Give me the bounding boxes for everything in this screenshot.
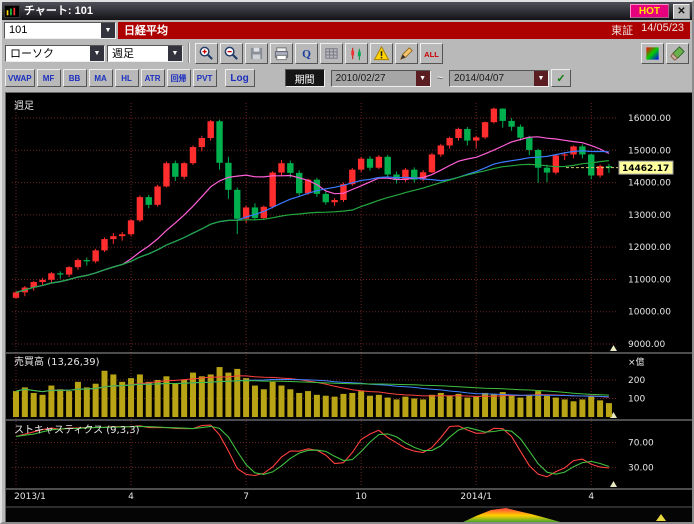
timeframe-select[interactable]: 週足 ▼ <box>107 44 183 62</box>
main-toolbar: ローソク ▼ 週足 ▼ Q ALL <box>2 40 692 66</box>
svg-text:売買高 (13,26,39): 売買高 (13,26,39) <box>14 355 100 368</box>
svg-text:週足: 週足 <box>14 100 34 112</box>
date-from-value: 2010/02/27 <box>335 72 386 84</box>
svg-text:4: 4 <box>588 492 594 502</box>
svg-text:9000.00: 9000.00 <box>628 340 665 350</box>
all-icon[interactable]: ALL <box>420 42 443 64</box>
svg-text:14462.17: 14462.17 <box>622 164 669 174</box>
grid-icon[interactable] <box>320 42 343 64</box>
svg-text:15000.00: 15000.00 <box>628 146 671 156</box>
symbol-name-bar: 日経平均 東証 14/05/23 <box>118 21 690 39</box>
date-range-tilde: ~ <box>436 72 443 84</box>
toolbar-separator <box>188 43 190 63</box>
chart-type-value: ローソク <box>10 48 54 60</box>
svg-text:70.00: 70.00 <box>628 439 654 449</box>
symbol-name: 日経平均 <box>124 25 168 37</box>
svg-text:14000.00: 14000.00 <box>628 179 671 189</box>
svg-text:Q: Q <box>302 48 311 60</box>
svg-text:11000.00: 11000.00 <box>628 275 671 285</box>
toolbar-icons: Q ALL <box>195 42 443 64</box>
chart-type-select[interactable]: ローソク ▼ <box>5 44 105 62</box>
svg-text:7: 7 <box>243 492 249 502</box>
toolbar-right-icons <box>641 42 689 64</box>
app-icon <box>4 4 20 18</box>
chevron-down-icon[interactable]: ▼ <box>90 45 104 61</box>
svg-text:16000.00: 16000.00 <box>628 114 671 124</box>
chart-canvas[interactable]: 16000.00 15000.00 14000.00 13000.00 12000.00… <box>5 92 692 522</box>
indicator-button-atr[interactable]: ATR <box>140 69 165 87</box>
palette-icon[interactable] <box>641 42 664 64</box>
alert-icon[interactable] <box>370 42 393 64</box>
svg-text:2013/1: 2013/1 <box>14 492 46 502</box>
quote-icon[interactable]: Q <box>295 42 318 64</box>
indicator-button-pvt[interactable]: PVT <box>192 69 217 87</box>
brush-icon[interactable] <box>666 42 689 64</box>
zoom-out-icon[interactable] <box>220 42 243 64</box>
volume-pane <box>13 367 612 417</box>
indicator-button-回帰[interactable]: 回帰 <box>166 69 191 87</box>
chevron-down-icon[interactable]: ▼ <box>534 70 548 86</box>
hot-button[interactable]: HOT <box>629 4 669 18</box>
indicator-button-bb[interactable]: BB <box>62 69 87 87</box>
svg-text:ストキャスティクス (9,3,3): ストキャスティクス (9,3,3) <box>14 424 140 436</box>
zoom-in-icon[interactable] <box>195 42 218 64</box>
draw-icon[interactable] <box>395 42 418 64</box>
quote-date: 14/05/23 <box>641 22 684 34</box>
candles-icon[interactable] <box>345 42 368 64</box>
svg-text:10: 10 <box>355 492 367 502</box>
date-from-select[interactable]: 2010/02/27 ▼ <box>330 69 431 87</box>
indicator-button-ma[interactable]: MA <box>88 69 113 87</box>
indicator-toolbar: VWAP MF BB MA HL ATR 回帰 PVT Log 期間 2010/02/27 ▼… <box>2 66 692 90</box>
indicator-button-mf[interactable]: MF <box>36 69 61 87</box>
svg-text:30.00: 30.00 <box>628 463 654 473</box>
print-icon[interactable] <box>270 42 293 64</box>
chevron-down-icon[interactable]: ▼ <box>101 22 115 38</box>
date-to-value: 2014/04/07 <box>454 72 505 84</box>
svg-text:13000.00: 13000.00 <box>628 211 671 221</box>
window-title: チャート: 101 <box>24 4 93 17</box>
svg-text:×億: ×億 <box>628 356 645 368</box>
timeframe-value: 週足 <box>112 48 134 60</box>
indicator-button-vwap[interactable]: VWAP <box>5 69 35 87</box>
symbol-code: 101 <box>9 24 28 36</box>
svg-text:10000.00: 10000.00 <box>628 308 671 318</box>
save-icon[interactable] <box>245 42 268 64</box>
svg-text:100: 100 <box>628 395 645 405</box>
date-to-select[interactable]: 2014/04/07 ▼ <box>449 69 549 87</box>
indicator-buttons: VWAP MF BB MA HL ATR 回帰 PVT <box>5 69 217 87</box>
svg-text:ALL: ALL <box>424 49 439 58</box>
stochastics-pane <box>15 424 610 478</box>
svg-text:2014/1: 2014/1 <box>460 492 492 502</box>
svg-text:12000.00: 12000.00 <box>628 243 671 253</box>
log-scale-button[interactable]: Log <box>224 69 255 87</box>
chevron-down-icon[interactable]: ▼ <box>168 45 182 61</box>
title-bar: チャート: 101 HOT ✕ <box>2 2 692 20</box>
svg-text:4: 4 <box>128 492 134 502</box>
svg-text:200: 200 <box>628 376 645 386</box>
close-button[interactable]: ✕ <box>673 3 690 19</box>
symbol-row: 101 ▼ 日経平均 東証 14/05/23 <box>2 20 692 40</box>
apply-period-button[interactable]: ✓ <box>551 69 571 87</box>
exchange-label: 東証 <box>611 25 634 37</box>
indicator-button-hl[interactable]: HL <box>114 69 139 87</box>
chevron-down-icon[interactable]: ▼ <box>415 70 430 86</box>
price-pane <box>12 107 613 299</box>
period-button[interactable]: 期間 <box>284 69 325 87</box>
symbol-code-select[interactable]: 101 ▼ <box>4 21 116 39</box>
